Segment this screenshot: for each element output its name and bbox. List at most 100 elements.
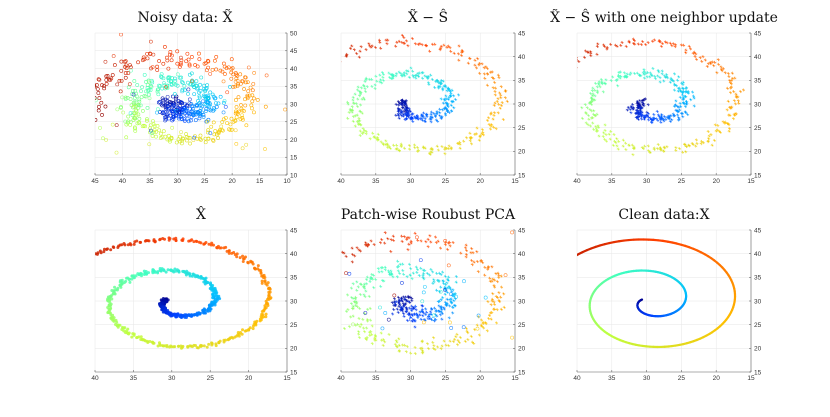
data-point [241,328,245,332]
data-point [392,297,396,301]
data-point [728,79,732,83]
outlier-point [91,85,94,88]
data-point [443,152,447,156]
data-point [544,100,547,103]
data-point [157,99,162,104]
data-point [488,313,492,317]
x-tick-label: 15 [256,178,264,185]
data-point [179,100,184,105]
data-point [448,304,452,308]
data-point [359,103,363,107]
outlier-point [73,84,76,87]
data-point [454,335,458,339]
data-point [611,143,615,147]
data-point [241,257,245,261]
data-point [234,98,238,102]
data-point [678,101,682,105]
data-point [498,91,502,95]
data-point [407,75,411,79]
data-point [140,109,145,113]
outlier-point [233,79,238,84]
data-point [55,310,58,313]
outlier-point [97,78,102,82]
data-point [660,113,664,117]
data-point [535,114,538,117]
data-point [410,304,414,308]
data-point [370,342,374,346]
data-point [488,127,492,131]
y-tick-label: 45 [290,227,298,234]
data-point [420,71,424,75]
data-point [429,112,433,116]
outlier-point [149,131,154,135]
data-point [380,81,384,85]
data-point [134,113,139,118]
outlier-point [187,97,192,102]
data-point [166,268,170,272]
data-point [445,297,449,301]
data-point [439,347,443,351]
data-point [684,51,688,55]
data-point [394,302,398,306]
outlier-point [170,109,174,113]
data-point [433,114,437,118]
data-point [180,79,184,84]
data-point [206,95,210,100]
data-point [376,132,380,136]
data-point [397,148,401,152]
data-point [162,309,166,313]
data-point [395,275,399,279]
data-point [188,118,193,123]
data-point [611,75,615,79]
data-point [734,112,738,116]
outlier-point [192,135,197,140]
data-point [310,80,313,83]
data-point [617,139,621,143]
y-tick-label: 25 [290,119,298,126]
data-point [168,49,173,54]
data-point [264,315,268,319]
data-point [426,342,430,346]
data-point [686,91,690,95]
data-point [361,285,365,289]
data-point [719,65,723,69]
data-point [411,112,415,116]
data-point [107,77,111,82]
data-point [674,146,678,150]
data-point [155,87,160,92]
data-point [349,46,353,50]
data-point [647,118,651,122]
outlier-point [201,99,205,104]
data-point [457,58,461,62]
data-point [651,116,655,120]
outlier-point [104,137,108,142]
data-point [306,88,309,91]
outlier-point [221,79,226,84]
outlier-point [447,320,452,325]
data-point [235,111,240,116]
data-point [185,51,190,56]
data-point [197,116,202,121]
data-point [57,283,60,286]
data-point [568,63,571,66]
data-point [359,86,363,90]
data-point [456,343,460,347]
data-point [180,238,184,242]
data-point [662,79,666,83]
data-point [362,326,366,330]
data-point [590,89,594,93]
data-point [207,342,211,346]
data-point [133,108,138,112]
data-point [413,345,417,349]
data-point [161,76,166,81]
data-point [639,106,643,110]
data-point [451,288,455,292]
outlier-point [461,325,466,330]
data-point [491,292,495,296]
data-point [614,43,618,47]
data-point [222,61,226,66]
data-point [124,66,129,71]
data-point [410,277,414,281]
y-tick-label: 40 [290,66,298,73]
data-point [618,76,622,80]
